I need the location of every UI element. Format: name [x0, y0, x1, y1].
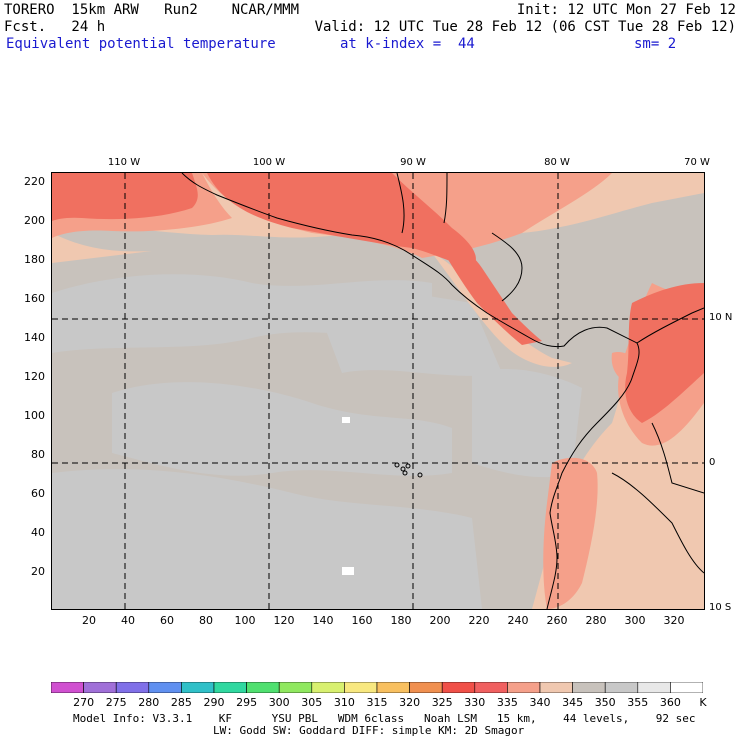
x-grid-label: 260: [546, 614, 568, 627]
legend-swatch: [539, 682, 573, 693]
y-grid-label: 100: [24, 409, 45, 422]
x-grid-label: 80: [199, 614, 213, 627]
legend-swatch: [213, 682, 247, 693]
x-grid-label: 160: [351, 614, 373, 627]
y-grid-label: 20: [31, 565, 45, 578]
legend-swatch: [441, 682, 476, 693]
legend-swatch: [148, 682, 182, 693]
x-grid-label: 220: [468, 614, 490, 627]
legend-label: 330: [464, 696, 486, 709]
x-grid-label: 140: [312, 614, 334, 627]
legend-label: 315: [366, 696, 388, 709]
legend-swatch: [637, 682, 671, 693]
legend-swatch: [278, 682, 313, 693]
x-grid-label: 280: [585, 614, 607, 627]
legend-label: 305: [301, 696, 323, 709]
legend-label: 350: [594, 696, 616, 709]
level-label: at k-index = 44: [340, 36, 475, 52]
x-grid-label: 320: [663, 614, 685, 627]
x-grid-label: 20: [82, 614, 96, 627]
legend-label: 310: [333, 696, 355, 709]
legend-swatch: [246, 682, 280, 693]
legend-swatch: [604, 682, 639, 693]
x-grid-label: 100: [234, 614, 256, 627]
physics-info: LW: Godd SW: Goddard DIFF: simple KM: 2D…: [213, 724, 525, 737]
x-grid-label: 60: [160, 614, 174, 627]
legend-label: 275: [105, 696, 127, 709]
legend-swatch: [409, 682, 443, 693]
lat-label: 10 N: [709, 312, 733, 323]
x-grid-label: 300: [624, 614, 646, 627]
legend-label: 295: [236, 696, 258, 709]
lon-label: 80 W: [544, 157, 570, 168]
legend-swatch: [51, 682, 84, 693]
legend-swatch: [474, 682, 508, 693]
model-info: Model Info: V3.3.1 KF YSU PBL WDM 6class…: [73, 712, 696, 725]
gray-patches: [52, 274, 582, 609]
legend-swatch: [311, 682, 345, 693]
white-patches: [342, 417, 354, 575]
legend-swatch: [83, 682, 117, 693]
x-grid-label: 180: [390, 614, 412, 627]
legend-label: 355: [627, 696, 649, 709]
lat-label: 10 S: [709, 602, 732, 613]
legend-label: 320: [399, 696, 421, 709]
legend-label: 290: [203, 696, 225, 709]
legend-label: 345: [562, 696, 584, 709]
legend-label: K: [699, 696, 707, 709]
y-grid-label: 40: [31, 526, 45, 539]
coastlines: [181, 173, 704, 609]
red-zones: [52, 173, 704, 423]
legend-label: 300: [268, 696, 290, 709]
forecast-hour: Fcst. 24 h: [4, 19, 106, 35]
smoothing-label: sm= 2: [634, 36, 677, 52]
legend-swatch: [344, 682, 378, 693]
field-name: Equivalent potential temperature: [6, 36, 276, 52]
legend-label: 280: [138, 696, 160, 709]
color-legend: [51, 682, 703, 693]
y-grid-label: 160: [24, 292, 45, 305]
legend-label: 335: [496, 696, 518, 709]
lon-label: 100 W: [252, 157, 286, 168]
legend-label: 270: [73, 696, 95, 709]
legend-label: 285: [170, 696, 192, 709]
x-grid-label: 200: [429, 614, 451, 627]
run-title: TORERO 15km ARW Run2 NCAR/MMM: [4, 2, 300, 18]
y-grid-label: 220: [24, 175, 45, 188]
legend-swatch: [572, 682, 606, 693]
valid-time: Valid: 12 UTC Tue 28 Feb 12 (06 CST Tue …: [314, 19, 736, 35]
x-grid-label: 120: [273, 614, 295, 627]
lon-label: 90 W: [400, 157, 426, 168]
y-grid-label: 60: [31, 487, 45, 500]
legend-swatch: [670, 682, 703, 693]
y-grid-label: 80: [31, 448, 45, 461]
legend-swatch: [376, 682, 410, 693]
legend-swatch: [181, 682, 215, 693]
legend-swatch: [507, 682, 541, 693]
latlon-grid: [52, 173, 704, 609]
x-grid-label: 240: [507, 614, 529, 627]
legend-label: 325: [431, 696, 453, 709]
legend-label: 340: [529, 696, 551, 709]
y-grid-label: 180: [24, 253, 45, 266]
theta-e-map: [51, 172, 705, 610]
y-grid-label: 140: [24, 331, 45, 344]
lon-label: 70 W: [684, 157, 710, 168]
lon-label: 110 W: [107, 157, 141, 168]
legend-label: 360: [659, 696, 681, 709]
legend-swatch: [115, 682, 150, 693]
lat-label: 0: [709, 457, 716, 468]
init-time: Init: 12 UTC Mon 27 Feb 12: [516, 2, 736, 18]
y-grid-label: 200: [24, 214, 45, 227]
y-grid-label: 120: [24, 370, 45, 383]
x-grid-label: 40: [121, 614, 135, 627]
